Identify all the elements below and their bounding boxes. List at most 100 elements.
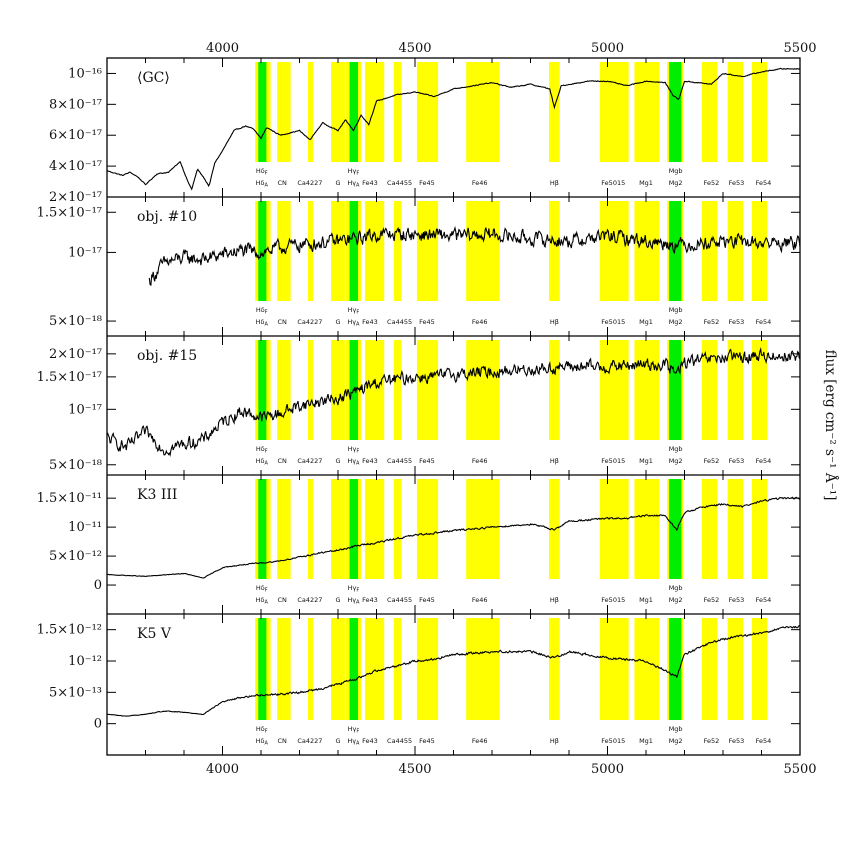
y-tick-label: 1.5×10⁻¹²: [37, 623, 102, 638]
index-band-yellow: [701, 479, 718, 579]
x-tick-label-top: 4500: [398, 41, 431, 56]
band-label-lower: Fe45: [419, 179, 435, 187]
index-band-yellow: [634, 340, 660, 440]
index-band-yellow: [277, 618, 291, 720]
band-label-lower: Fe43: [362, 179, 378, 187]
index-band-yellow: [634, 62, 660, 162]
index-band-yellow: [466, 62, 500, 162]
band-label-lower: Mg2: [669, 179, 683, 187]
spectrum-panel-5: HδF HγF Mgb HδA CN Ca4227 G HγA Fe43 Ca4455 Fe45 Fe…: [107, 618, 800, 747]
band-label-lower: Ca4227: [297, 179, 322, 187]
band-label-lower: Fe54: [756, 457, 772, 465]
band-label-lower: Fe54: [756, 318, 772, 326]
band-label-lower: G: [335, 179, 340, 187]
band-label-lower: Mg2: [669, 737, 683, 745]
band-label-lower: Fe45: [419, 737, 435, 745]
band-label-lower: HδA: [256, 318, 269, 328]
y-tick-label: 5×10⁻¹⁸: [49, 314, 102, 329]
index-band-yellow: [727, 62, 744, 162]
band-label-lower: HγA: [347, 457, 360, 467]
index-band-yellow: [307, 479, 313, 579]
band-label-lower: Fe45: [419, 596, 435, 604]
figure-frame: 2×10⁻¹⁷ 4×10⁻¹⁷ 6×10⁻¹⁷ 8×10⁻¹⁷ 10⁻¹⁶ 5×10⁻¹⁸…: [37, 41, 817, 777]
index-band-yellow: [727, 479, 744, 579]
band-label-lower: Mg2: [669, 318, 683, 326]
band-label-lower: HγA: [347, 318, 360, 328]
band-label-lower: Mg1: [639, 596, 653, 604]
band-label-lower: Mg2: [669, 596, 683, 604]
band-label-lower: Fe5015: [601, 179, 625, 187]
y-tick-label: 1.5×10⁻¹⁷: [37, 205, 102, 220]
panel-label: ⟨GC⟩: [137, 70, 170, 86]
index-band-green: [258, 62, 267, 162]
band-label-lower: HδA: [256, 596, 269, 606]
band-label-lower: HγA: [347, 596, 360, 606]
band-label-upper: Mgb: [669, 584, 683, 592]
index-band-green: [669, 618, 682, 720]
band-label-lower: Fe46: [472, 179, 488, 187]
index-band-green: [258, 201, 267, 301]
index-band-yellow: [331, 62, 345, 162]
panel-label: obj. #15: [137, 348, 197, 364]
index-band-yellow: [393, 201, 402, 301]
band-label-lower: Fe52: [704, 737, 720, 745]
index-band-yellow: [364, 62, 385, 162]
index-band-yellow: [634, 618, 660, 720]
y-tick-label: 1.5×10⁻¹⁷: [37, 370, 102, 385]
band-label-upper: HδF: [256, 167, 268, 177]
index-band-yellow: [548, 479, 560, 579]
band-label-lower: Ca4455: [387, 457, 412, 465]
y-tick-label: 2×10⁻¹⁷: [49, 190, 102, 205]
index-band-yellow: [751, 201, 768, 301]
index-band-yellow: [466, 340, 500, 440]
index-band-yellow: [331, 479, 345, 579]
band-label-upper: HδF: [256, 306, 268, 316]
band-label-lower: CN: [277, 596, 287, 604]
index-band-yellow: [599, 340, 629, 440]
index-band-yellow: [548, 201, 560, 301]
band-label-lower: CN: [277, 737, 287, 745]
index-band-yellow: [393, 62, 402, 162]
band-label-lower: Mg1: [639, 179, 653, 187]
index-band-yellow: [727, 618, 744, 720]
y-tick-label: 1.5×10⁻¹¹: [37, 491, 102, 506]
band-label-lower: Hβ: [550, 457, 559, 465]
band-label-lower: Fe5015: [601, 318, 625, 326]
band-label-lower: Ca4455: [387, 318, 412, 326]
band-label-lower: Hβ: [550, 596, 559, 604]
index-band-yellow: [599, 62, 629, 162]
y-tick-label: 0: [94, 717, 102, 732]
index-band-yellow: [307, 201, 313, 301]
band-label-lower: Mg1: [639, 737, 653, 745]
band-label-lower: CN: [277, 318, 287, 326]
index-band-yellow: [331, 618, 345, 720]
band-label-lower: CN: [277, 457, 287, 465]
index-band-yellow: [331, 340, 345, 440]
index-band-yellow: [701, 62, 718, 162]
band-label-lower: Hβ: [550, 737, 559, 745]
band-label-lower: Ca4455: [387, 737, 412, 745]
index-band-green: [349, 618, 359, 720]
band-label-lower: Fe43: [362, 457, 378, 465]
band-label-lower: Fe43: [362, 596, 378, 604]
x-tick-label-top: 5500: [783, 41, 816, 56]
y-tick-label: 4×10⁻¹⁷: [49, 159, 102, 174]
x-tick-label-top: 4000: [206, 41, 239, 56]
band-label-lower: Ca4455: [387, 179, 412, 187]
band-label-lower: Fe52: [704, 457, 720, 465]
band-label-lower: Fe45: [419, 457, 435, 465]
index-band-yellow: [634, 479, 660, 579]
band-label-upper: HδF: [256, 445, 268, 455]
index-band-yellow: [548, 618, 560, 720]
index-band-yellow: [751, 62, 768, 162]
band-label-lower: G: [335, 737, 340, 745]
band-label-upper: HγF: [348, 725, 360, 735]
band-label-lower: Fe52: [704, 179, 720, 187]
band-label-lower: Fe5015: [601, 596, 625, 604]
index-band-yellow: [751, 618, 768, 720]
y-tick-label: 0: [94, 578, 102, 593]
band-label-lower: Mg2: [669, 457, 683, 465]
y-tick-label: 6×10⁻¹⁷: [49, 128, 102, 143]
